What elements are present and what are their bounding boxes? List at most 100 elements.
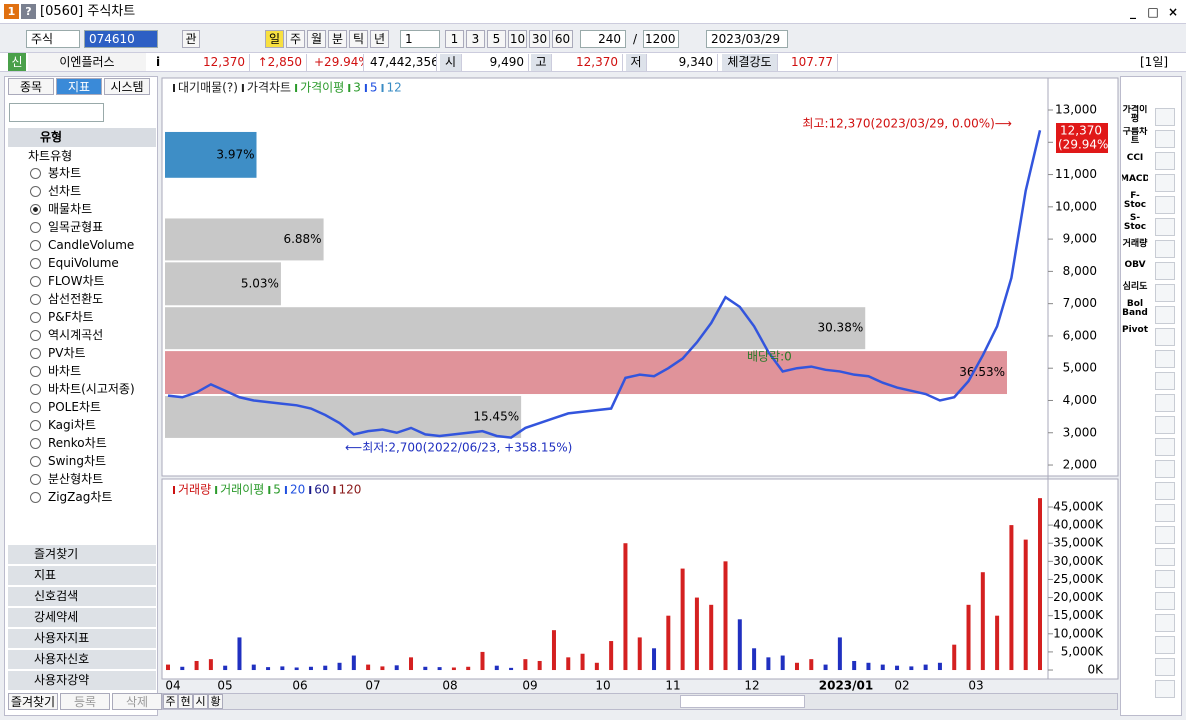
chart-type[interactable]: 분산형차트 <box>48 472 104 486</box>
window-button[interactable]: _ <box>1130 5 1136 19</box>
period-button[interactable]: 분 <box>328 30 347 48</box>
radio[interactable] <box>30 384 41 395</box>
tool-icon[interactable] <box>1155 306 1175 324</box>
tool-icon[interactable] <box>1155 460 1175 478</box>
radio[interactable] <box>30 186 41 197</box>
preset-button[interactable]: 60 <box>552 30 573 48</box>
tool-icon[interactable] <box>1155 570 1175 588</box>
chart-type[interactable]: PV차트 <box>48 346 86 360</box>
indicator-button[interactable]: MACD <box>1122 174 1148 184</box>
tool-icon[interactable] <box>1155 262 1175 280</box>
indicator-button[interactable]: 심리도 <box>1122 281 1148 292</box>
radio[interactable] <box>30 474 41 485</box>
chart-type[interactable]: ZigZag차트 <box>48 490 113 504</box>
tool-icon[interactable] <box>1155 482 1175 500</box>
indicator-button[interactable]: F-Stoc <box>1123 191 1147 210</box>
folder[interactable]: 신호검색 <box>8 587 156 606</box>
tool-icon[interactable] <box>1155 130 1175 148</box>
chart-type[interactable]: FLOW차트 <box>48 274 105 288</box>
folder[interactable]: 사용자신호 <box>8 650 156 669</box>
panel-tab[interactable]: 지표 <box>56 78 102 95</box>
indicator-button[interactable]: 구름차트 <box>1122 126 1148 146</box>
period-button[interactable]: 주 <box>286 30 305 48</box>
tool-icon[interactable] <box>1155 504 1175 522</box>
tool-icon[interactable] <box>1155 174 1175 192</box>
bottom-button[interactable]: 시 <box>193 694 208 709</box>
bottom-tab[interactable]: 삭제 <box>112 693 162 710</box>
tool-icon[interactable] <box>1155 592 1175 610</box>
tool-icon[interactable] <box>1155 152 1175 170</box>
folder[interactable]: 즐겨찾기 <box>8 545 156 564</box>
interval-select[interactable]: 1 <box>400 30 440 48</box>
tool-icon[interactable] <box>1155 372 1175 390</box>
chart-type[interactable]: 일목균형표 <box>48 220 104 234</box>
radio[interactable] <box>30 276 41 287</box>
chart-type[interactable]: 바차트(시고저종) <box>48 382 135 396</box>
radio[interactable] <box>30 438 41 449</box>
panel-tab[interactable]: 종목 <box>8 78 54 95</box>
folder[interactable]: 지표 <box>8 566 156 585</box>
chart-type[interactable]: 바차트 <box>48 364 82 378</box>
radio[interactable] <box>30 456 41 467</box>
radio[interactable] <box>30 420 41 431</box>
window-button[interactable]: □ <box>1147 5 1159 19</box>
tool-icon[interactable] <box>1155 350 1175 368</box>
chart-type[interactable]: 역시계곡선 <box>48 328 104 342</box>
total-input[interactable]: 1200 <box>643 30 679 48</box>
tool-icon[interactable] <box>1155 526 1175 544</box>
radio[interactable] <box>30 492 41 503</box>
radio[interactable] <box>30 294 41 305</box>
radio[interactable] <box>30 258 41 269</box>
scrollbar[interactable] <box>680 695 805 708</box>
tool-icon[interactable] <box>1155 658 1175 676</box>
chart-type[interactable]: Swing차트 <box>48 454 107 468</box>
market-select[interactable]: 주식 <box>26 30 80 48</box>
radio[interactable] <box>30 168 41 179</box>
indicator-button[interactable]: 가격이평 <box>1122 105 1148 124</box>
window-button[interactable]: × <box>1167 5 1179 19</box>
indicator-button[interactable]: 거래량 <box>1122 238 1148 249</box>
preset-button[interactable]: 30 <box>529 30 550 48</box>
indicator-button[interactable]: CCI <box>1126 152 1144 163</box>
folder[interactable]: 사용자지표 <box>8 629 156 648</box>
chart-type[interactable]: POLE차트 <box>48 400 102 414</box>
chart-type[interactable]: P&F차트 <box>48 310 94 324</box>
folder[interactable]: 사용자강약 <box>8 671 156 690</box>
chart-type[interactable]: 삼선전환도 <box>48 292 104 306</box>
period-button[interactable]: 틱 <box>349 30 368 48</box>
tool-icon[interactable] <box>1155 240 1175 258</box>
radio[interactable] <box>30 312 41 323</box>
indicator-button[interactable]: OBV <box>1124 260 1146 270</box>
chart-type[interactable]: 봉차트 <box>48 166 82 180</box>
preset-button[interactable]: 10 <box>508 30 527 48</box>
indicator-button[interactable]: Bol Band <box>1122 298 1148 318</box>
panel-tab[interactable]: 시스템 <box>104 78 150 95</box>
chart-type[interactable]: Renko차트 <box>48 436 107 450</box>
chart-type[interactable]: 매물차트 <box>48 202 93 216</box>
bottom-button[interactable]: 현 <box>178 694 193 709</box>
chart-type[interactable]: Kagi차트 <box>48 418 97 432</box>
tool-icon[interactable] <box>1155 394 1175 412</box>
code-input[interactable]: 074610 <box>84 30 158 48</box>
tool-icon[interactable] <box>1155 218 1175 236</box>
count-input[interactable]: 240 <box>580 30 626 48</box>
period-button[interactable]: 년 <box>370 30 389 48</box>
tool-icon[interactable] <box>1155 108 1175 126</box>
tool-icon[interactable] <box>1155 680 1175 698</box>
preset-button[interactable]: 1 <box>445 30 464 48</box>
tool-icon[interactable] <box>1155 548 1175 566</box>
bottom-tab[interactable]: 등록 <box>60 693 110 710</box>
tool-icon[interactable] <box>1155 284 1175 302</box>
preset-button[interactable]: 3 <box>466 30 485 48</box>
bottom-button[interactable]: 주 <box>163 694 178 709</box>
radio[interactable] <box>30 330 41 341</box>
date-input[interactable]: 2023/03/29 <box>706 30 788 48</box>
tool-icon[interactable] <box>1155 328 1175 346</box>
radio[interactable] <box>30 240 41 251</box>
folder[interactable]: 강세약세 <box>8 608 156 627</box>
radio[interactable] <box>30 366 41 377</box>
chart-type[interactable]: CandleVolume <box>48 238 135 252</box>
radio[interactable] <box>30 204 41 215</box>
tool-icon[interactable] <box>1155 614 1175 632</box>
tool-icon[interactable] <box>1155 196 1175 214</box>
